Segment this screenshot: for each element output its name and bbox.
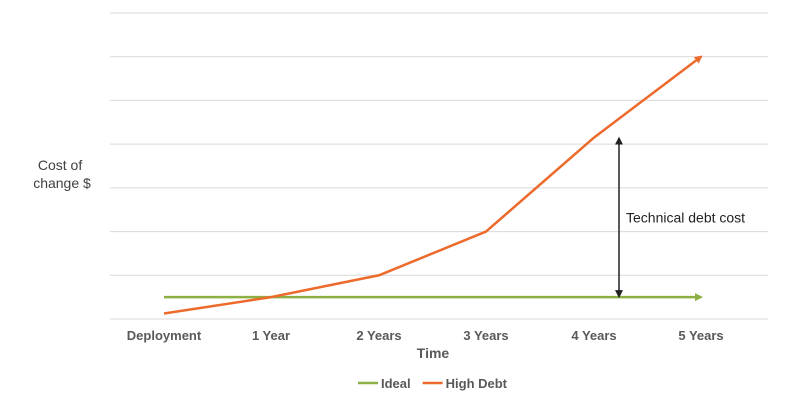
x-tick-labels: Deployment 1 Year 2 Years 3 Years 4 Years 5 Y… [127, 328, 724, 343]
legend-label: High Debt [446, 376, 508, 391]
series-line-high-debt [163, 55, 703, 315]
x-tick-label: 2 Years [356, 328, 401, 343]
x-tick-label: 1 Year [252, 328, 290, 343]
x-tick-label: 4 Years [571, 328, 616, 343]
y-axis-label-line-2: change $ [33, 175, 91, 191]
series-layer [163, 55, 703, 315]
annotation: Technical debt cost [615, 136, 745, 299]
gridlines [110, 12, 768, 320]
y-axis-label-line-1: Cost of [38, 157, 82, 173]
x-tick-label: Deployment [127, 328, 202, 343]
y-axis-label: Cost of change $ [33, 157, 91, 191]
x-tick-label: 3 Years [463, 328, 508, 343]
legend-label: Ideal [381, 376, 411, 391]
legend: Ideal High Debt [358, 376, 508, 391]
annotation-label: Technical debt cost [626, 209, 745, 225]
x-axis-label: Time [417, 345, 450, 361]
x-tick-label: 5 Years [678, 328, 723, 343]
